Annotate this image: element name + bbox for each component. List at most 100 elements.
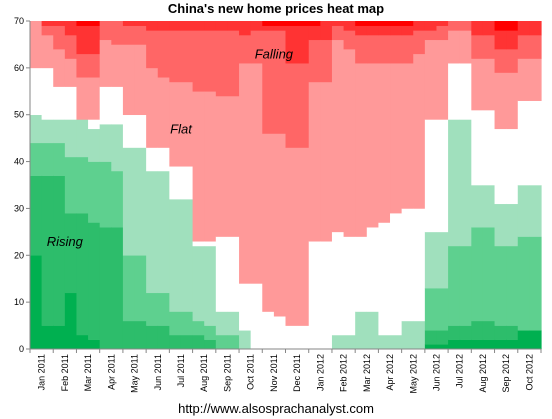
- heat-cell-fall_light: [401, 63, 414, 209]
- heat-cell-fall_mid: [308, 39, 321, 83]
- y-tick-label: 20: [14, 250, 24, 260]
- heat-cell-rise_dark: [146, 325, 159, 350]
- heat-cell-fall_dark: [424, 21, 438, 31]
- heat-cell-flat: [41, 67, 54, 120]
- y-tick-label: 0: [19, 344, 24, 354]
- heat-cell-rise_mid: [459, 245, 472, 326]
- heat-cell-fall_mid: [134, 25, 147, 45]
- heat-cell-rise_dark: [436, 330, 449, 345]
- x-tick-label: Jul 2012: [455, 354, 465, 388]
- heat-cell-rise_light: [227, 311, 240, 336]
- heat-cell-rise_mid: [424, 288, 438, 331]
- heat-cell-fall_light: [111, 44, 124, 87]
- heat-cell-rise_mid: [494, 245, 507, 326]
- heat-cell-flat: [355, 236, 368, 312]
- heat-cell-fall_dark: [76, 25, 89, 55]
- heat-cell-fall_darkest: [297, 21, 310, 26]
- heat-cell-fall_dark: [157, 21, 170, 31]
- heat-cell-fall_darkest: [366, 21, 380, 26]
- heat-cell-rise_mid: [157, 292, 170, 326]
- heat-cell-fall_mid: [146, 30, 159, 69]
- heat-cell-fall_light: [122, 44, 136, 116]
- heat-cell-fall_dark: [204, 21, 217, 31]
- heat-cell-fall_light: [250, 63, 263, 284]
- footer-url[interactable]: http://www.alsosprachanalyst.com: [178, 401, 374, 416]
- heat-cell-fall_dark: [239, 21, 252, 36]
- y-tick-label: 30: [14, 203, 24, 213]
- heat-cell-rise_light: [529, 185, 542, 237]
- chart-title: China's new home prices heat map: [167, 1, 385, 16]
- heat-cell-fall_mid: [53, 25, 66, 50]
- heat-cell-fall_light: [76, 77, 89, 120]
- heat-cell-fall_dark: [273, 25, 287, 31]
- heat-cell-rise_mid: [471, 227, 484, 322]
- heat-cell-rise_darkest: [76, 334, 89, 350]
- heat-cell-fall_mid: [204, 30, 217, 92]
- heat-cell-fall_mid: [99, 21, 112, 41]
- heat-cell-rise_darkest: [41, 325, 54, 350]
- heat-cell-fall_light: [88, 77, 101, 120]
- heat-cell-fall_dark: [215, 21, 229, 31]
- annotation-falling: Falling: [255, 46, 294, 61]
- heat-cell-fall_dark: [53, 21, 66, 26]
- heat-cell-rise_dark: [506, 325, 519, 340]
- heat-cell-fall_light: [146, 67, 159, 148]
- heat-cell-fall_mid: [122, 25, 136, 45]
- heat-cell-flat: [482, 110, 496, 186]
- heat-cell-fall_mid: [517, 35, 530, 59]
- heat-cell-fall_dark: [482, 21, 496, 36]
- x-tick-label: Jun 2012: [431, 354, 441, 391]
- heat-cell-rise_light: [180, 199, 194, 312]
- heat-cell-fall_mid: [343, 30, 356, 50]
- heat-cell-flat: [285, 325, 298, 350]
- heat-cell-fall_darkest: [76, 21, 89, 26]
- heat-cell-rise_mid: [180, 311, 194, 336]
- heat-cell-fall_dark: [285, 25, 298, 64]
- x-tick-label: Jul 2011: [176, 354, 186, 387]
- heat-cell-fall_light: [343, 49, 356, 237]
- heat-cell-flat: [204, 241, 217, 247]
- heat-cell-rise_light: [41, 119, 54, 144]
- x-tick-label: Mar 2011: [83, 354, 93, 391]
- heat-cell-fall_light: [180, 81, 194, 167]
- x-tick-label: Jun 2011: [153, 354, 163, 390]
- heat-cell-fall_light: [215, 95, 229, 237]
- heat-cell-fall_light: [192, 91, 205, 242]
- heat-cell-fall_dark: [227, 21, 240, 31]
- heat-cell-rise_dark: [204, 339, 217, 350]
- y-tick-label: 60: [14, 63, 24, 73]
- heat-cell-fall_light: [517, 58, 530, 101]
- heat-cell-rise_mid: [506, 245, 519, 326]
- heat-cell-fall_mid: [413, 30, 426, 55]
- heat-cell-rise_mid: [122, 255, 136, 322]
- heat-cell-flat: [169, 166, 182, 200]
- heat-cell-fall_light: [436, 39, 449, 120]
- heat-cell-fall_mid: [250, 30, 263, 64]
- heat-cell-flat: [262, 311, 275, 350]
- heat-cell-rise_light: [134, 147, 147, 256]
- heat-cell-rise_light: [401, 320, 414, 350]
- heat-cell-flat: [471, 110, 484, 186]
- heat-cell-fall_dark: [390, 25, 403, 36]
- heat-cell-rise_mid: [53, 142, 66, 176]
- heat-cell-fall_mid: [331, 25, 345, 41]
- heat-cell-rise_darkest: [88, 339, 101, 350]
- heat-cell-fall_mid: [227, 30, 240, 97]
- heat-cell-flat: [494, 128, 507, 205]
- heat-cell-rise_light: [494, 203, 507, 247]
- heat-cell-rise_darkest: [436, 344, 449, 350]
- heat-cell-rise_mid: [30, 142, 43, 176]
- heat-cell-fall_darkest: [355, 21, 368, 26]
- heat-cell-fall_dark: [308, 25, 321, 41]
- heat-cell-rise_dark: [76, 213, 89, 336]
- heat-cell-rise_light: [459, 119, 472, 247]
- heat-cell-rise_light: [146, 170, 159, 294]
- heat-cell-fall_darkest: [401, 21, 414, 26]
- heat-cell-rise_light: [192, 245, 205, 322]
- heat-cell-fall_light: [53, 49, 66, 87]
- heat-cell-fall_mid: [448, 21, 461, 31]
- heat-cell-rise_light: [239, 330, 252, 350]
- heat-cell-rise_light: [390, 334, 403, 350]
- heat-cell-flat: [448, 63, 461, 120]
- heat-cell-fall_light: [99, 39, 112, 87]
